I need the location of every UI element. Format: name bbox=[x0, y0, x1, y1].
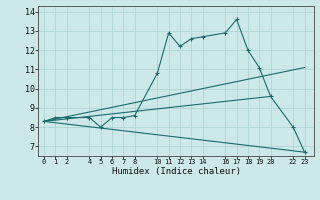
X-axis label: Humidex (Indice chaleur): Humidex (Indice chaleur) bbox=[111, 167, 241, 176]
